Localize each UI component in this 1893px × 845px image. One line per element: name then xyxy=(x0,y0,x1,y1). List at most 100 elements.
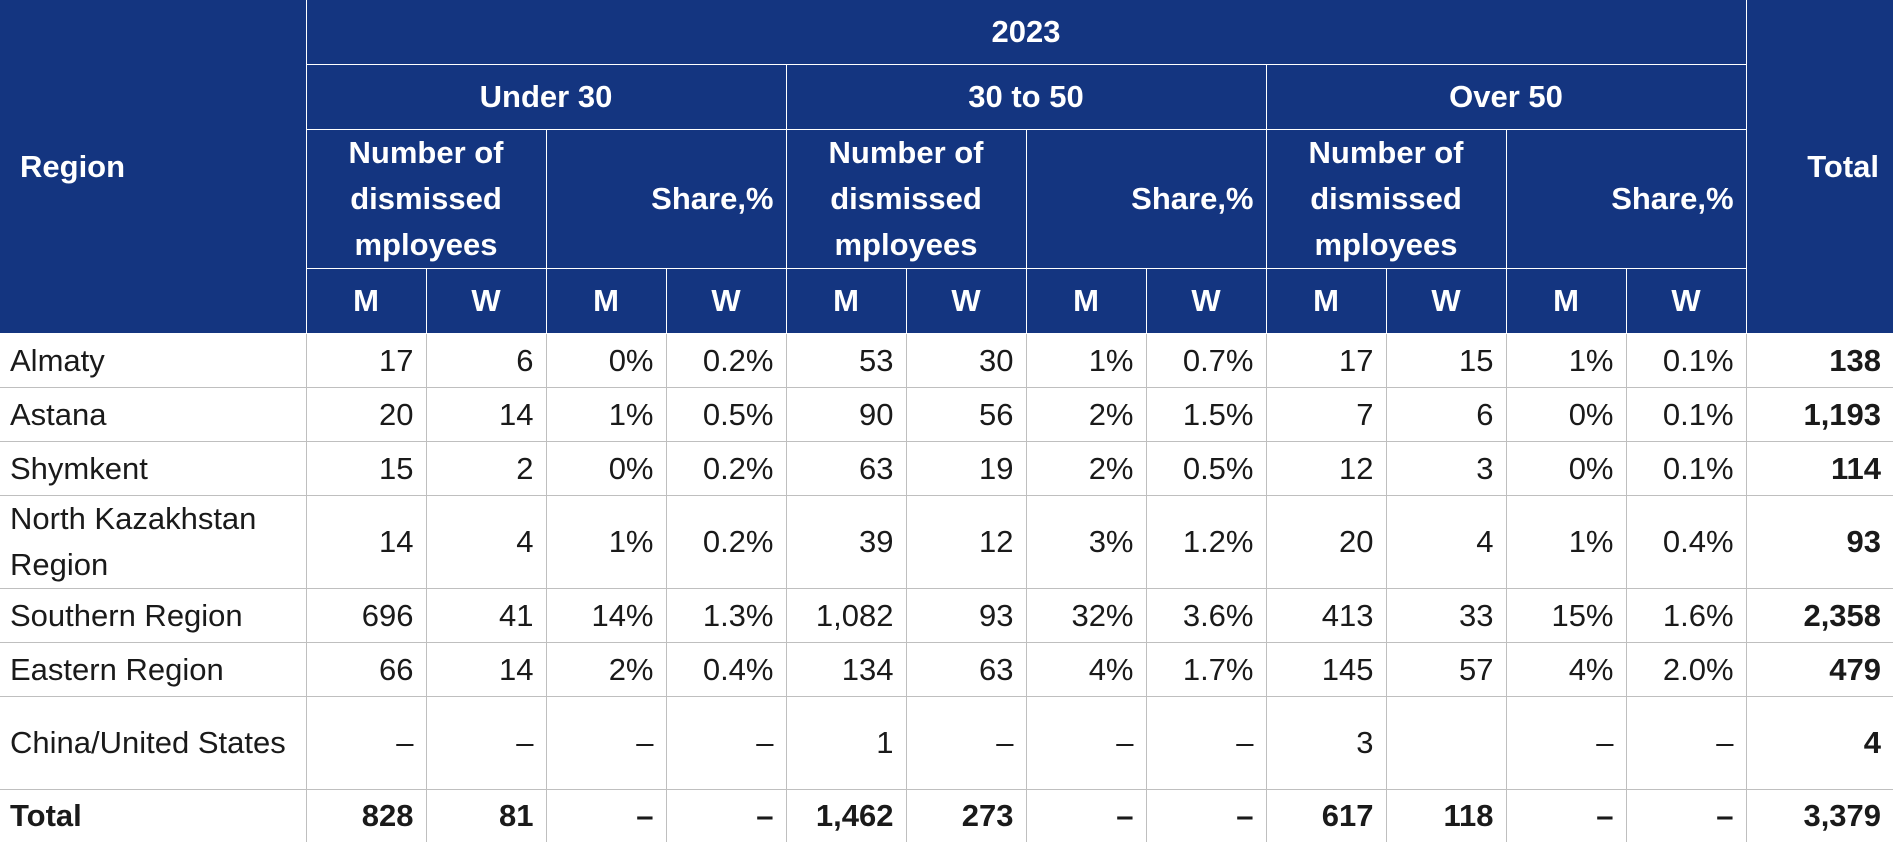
region-cell: Total xyxy=(0,789,307,842)
value-cell: 20 xyxy=(305,387,427,442)
value-cell: 14 xyxy=(425,642,547,697)
value-cell: 0.1% xyxy=(1625,441,1747,496)
table-row: Shymkent 15 2 0% 0.2% 63 19 2% 0.5% 12 3… xyxy=(0,441,1893,496)
women-header: W xyxy=(1145,268,1267,334)
value-cell: 17 xyxy=(305,333,427,388)
value-cell: 0.4% xyxy=(1625,495,1747,589)
value-cell: 12 xyxy=(905,495,1027,589)
table-header: Region 2023 Total Under 30 30 to 50 Over… xyxy=(0,0,1893,334)
value-cell: 1% xyxy=(1505,333,1627,388)
value-cell: 3 xyxy=(1265,696,1387,790)
region-cell: Shymkent xyxy=(0,441,307,496)
year-header: 2023 xyxy=(305,0,1747,65)
value-cell: 1 xyxy=(785,696,907,790)
women-header: W xyxy=(425,268,547,334)
value-cell: 14% xyxy=(545,588,667,643)
value-cell: – xyxy=(1025,789,1147,842)
value-cell: – xyxy=(1145,789,1267,842)
region-cell: Eastern Region xyxy=(0,642,307,697)
region-cell: Almaty xyxy=(0,333,307,388)
value-cell: 39 xyxy=(785,495,907,589)
men-header: M xyxy=(1025,268,1147,334)
value-cell: 63 xyxy=(905,642,1027,697)
value-cell: 63 xyxy=(785,441,907,496)
value-cell: 0.2% xyxy=(665,333,787,388)
value-cell: 2% xyxy=(545,642,667,697)
value-cell: 4 xyxy=(425,495,547,589)
share-header: Share,% xyxy=(1505,129,1747,269)
men-header: M xyxy=(1265,268,1387,334)
value-cell: 33 xyxy=(1385,588,1507,643)
region-cell: North Kazakhstan Region xyxy=(0,495,307,589)
value-cell: 15 xyxy=(305,441,427,496)
value-cell: 273 xyxy=(905,789,1027,842)
value-cell: 12 xyxy=(1265,441,1387,496)
age-group-header: Over 50 xyxy=(1265,64,1747,130)
value-cell: 145 xyxy=(1265,642,1387,697)
men-header: M xyxy=(305,268,427,334)
men-header: M xyxy=(545,268,667,334)
value-cell: 0.5% xyxy=(1145,441,1267,496)
value-cell: 0.1% xyxy=(1625,387,1747,442)
value-cell: 3 xyxy=(1385,441,1507,496)
value-cell: 7 xyxy=(1265,387,1387,442)
value-cell: 41 xyxy=(425,588,547,643)
value-cell: 3% xyxy=(1025,495,1147,589)
value-cell: 0% xyxy=(545,333,667,388)
total-header: Total xyxy=(1745,0,1893,334)
value-cell: 0.2% xyxy=(665,495,787,589)
table-row: Eastern Region 66 14 2% 0.4% 134 63 4% 1… xyxy=(0,642,1893,697)
value-cell: 2% xyxy=(1025,387,1147,442)
region-header: Region xyxy=(0,0,307,334)
value-cell: 3.6% xyxy=(1145,588,1267,643)
value-cell: 15% xyxy=(1505,588,1627,643)
value-cell: 93 xyxy=(905,588,1027,643)
number-dismissed-header: Number of dismissed mployees xyxy=(305,129,547,269)
value-cell: 696 xyxy=(305,588,427,643)
value-cell: 6 xyxy=(1385,387,1507,442)
total-row: Total 828 81 – – 1,462 273 – – 617 118 –… xyxy=(0,789,1893,842)
value-cell: 0% xyxy=(545,441,667,496)
value-cell: 66 xyxy=(305,642,427,697)
total-cell: 2,358 xyxy=(1745,588,1893,643)
value-cell: 413 xyxy=(1265,588,1387,643)
value-cell: 0% xyxy=(1505,387,1627,442)
value-cell: 56 xyxy=(905,387,1027,442)
total-cell: 4 xyxy=(1745,696,1893,790)
value-cell: 15 xyxy=(1385,333,1507,388)
value-cell: 1% xyxy=(545,495,667,589)
value-cell: 57 xyxy=(1385,642,1507,697)
value-cell: – xyxy=(1625,696,1747,790)
share-header: Share,% xyxy=(545,129,787,269)
value-cell: 1% xyxy=(1505,495,1627,589)
value-cell: 0.7% xyxy=(1145,333,1267,388)
value-cell: 0.5% xyxy=(665,387,787,442)
number-dismissed-header: Number of dismissed mployees xyxy=(1265,129,1507,269)
value-cell: – xyxy=(1625,789,1747,842)
value-cell: 1% xyxy=(545,387,667,442)
number-dismissed-header: Number of dismissed mployees xyxy=(785,129,1027,269)
value-cell: 134 xyxy=(785,642,907,697)
value-cell: 1.3% xyxy=(665,588,787,643)
value-cell: 2 xyxy=(425,441,547,496)
value-cell: 2.0% xyxy=(1625,642,1747,697)
value-cell: 2% xyxy=(1025,441,1147,496)
women-header: W xyxy=(665,268,787,334)
table-row: Almaty 17 6 0% 0.2% 53 30 1% 0.7% 17 15 … xyxy=(0,333,1893,388)
value-cell: 4% xyxy=(1025,642,1147,697)
men-header: M xyxy=(1505,268,1627,334)
value-cell: 6 xyxy=(425,333,547,388)
value-cell: 1.2% xyxy=(1145,495,1267,589)
total-cell: 3,379 xyxy=(1745,789,1893,842)
age-group-header: 30 to 50 xyxy=(785,64,1267,130)
value-cell: – xyxy=(1505,696,1627,790)
value-cell: – xyxy=(1145,696,1267,790)
table-row: China/United States – – – – 1 – – – 3 – … xyxy=(0,696,1893,790)
region-cell: Southern Region xyxy=(0,588,307,643)
value-cell: 14 xyxy=(425,387,547,442)
value-cell: – xyxy=(905,696,1027,790)
women-header: W xyxy=(1385,268,1507,334)
total-cell: 1,193 xyxy=(1745,387,1893,442)
total-cell: 114 xyxy=(1745,441,1893,496)
